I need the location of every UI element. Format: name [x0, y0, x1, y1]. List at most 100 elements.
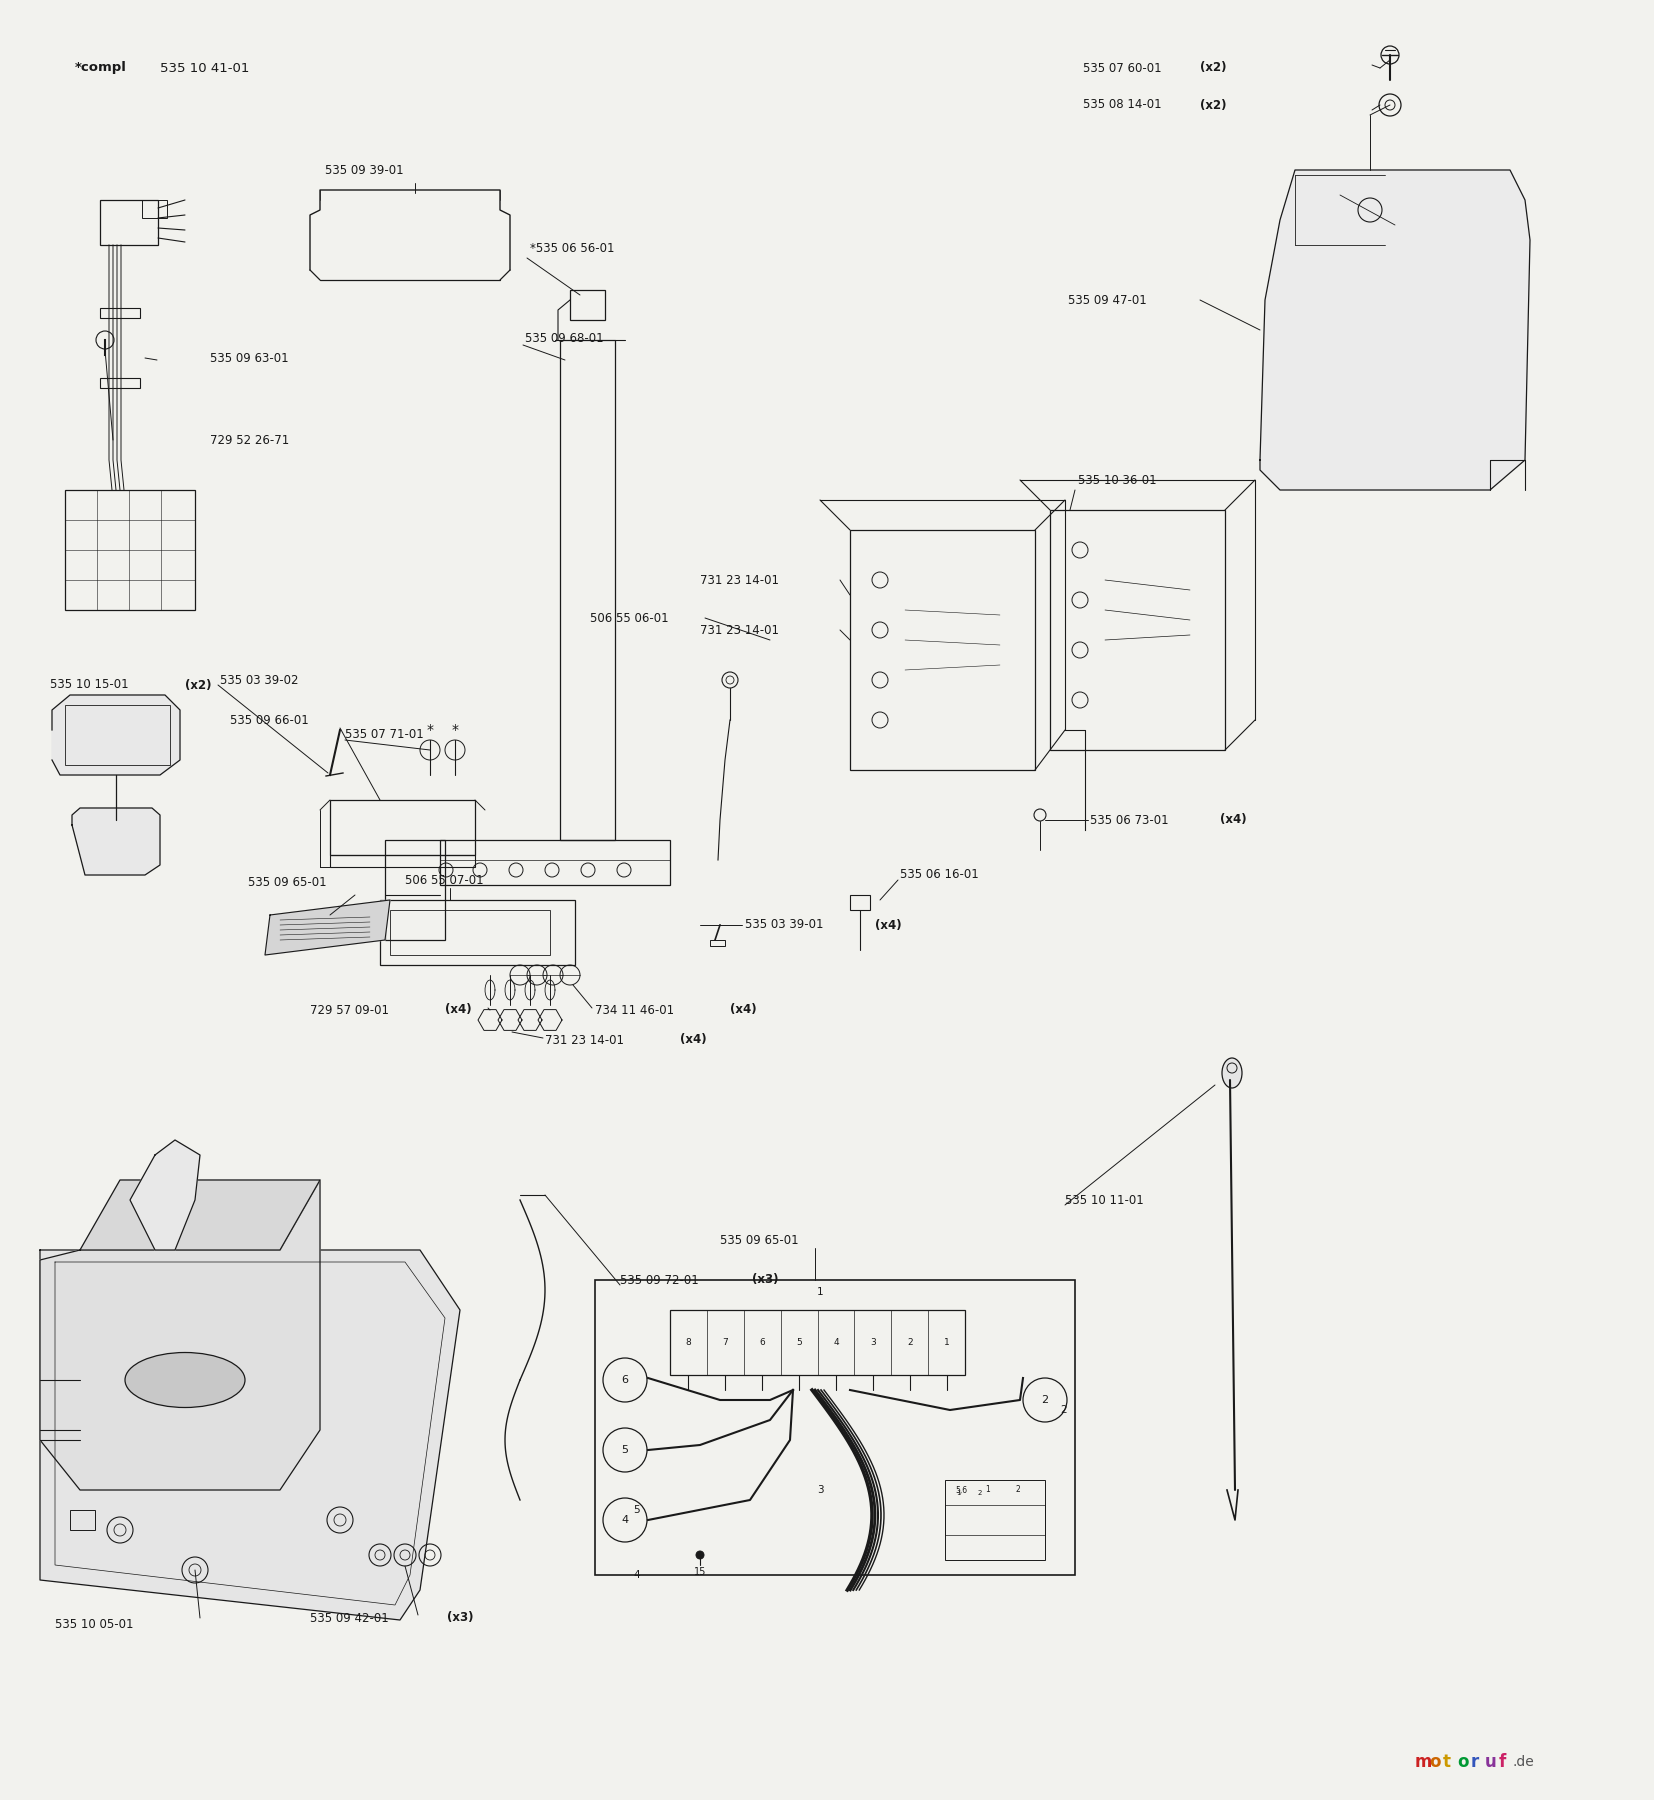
Bar — [571, 290, 605, 320]
Text: 1: 1 — [986, 1485, 989, 1494]
Text: 6: 6 — [759, 1337, 766, 1346]
Text: 5: 5 — [622, 1445, 629, 1454]
Text: *535 06 56-01: *535 06 56-01 — [529, 241, 615, 254]
Ellipse shape — [1222, 1058, 1242, 1087]
Bar — [331, 855, 475, 868]
Text: 4: 4 — [622, 1516, 629, 1525]
Bar — [380, 900, 576, 965]
Bar — [331, 799, 475, 855]
Text: 4: 4 — [633, 1570, 640, 1580]
Polygon shape — [131, 1139, 200, 1249]
Text: 535 10 11-01: 535 10 11-01 — [1065, 1193, 1145, 1206]
Text: .de: .de — [1513, 1755, 1535, 1769]
Text: 2: 2 — [1042, 1395, 1049, 1406]
Text: 1: 1 — [817, 1287, 824, 1298]
Bar — [99, 378, 141, 389]
Polygon shape — [265, 900, 390, 956]
Text: *compl: *compl — [74, 61, 127, 74]
Text: t: t — [1442, 1753, 1451, 1771]
Text: (x4): (x4) — [729, 1004, 756, 1017]
Polygon shape — [40, 1181, 319, 1490]
Text: 731 23 14-01: 731 23 14-01 — [700, 574, 779, 587]
Bar — [595, 1280, 1075, 1575]
Bar — [99, 200, 159, 245]
Text: 506 55 07-01: 506 55 07-01 — [405, 873, 483, 887]
Text: 535 09 68-01: 535 09 68-01 — [524, 331, 604, 344]
Text: o: o — [1457, 1753, 1469, 1771]
Text: 535 09 39-01: 535 09 39-01 — [324, 164, 404, 176]
Text: o: o — [1429, 1753, 1441, 1771]
Text: 535 09 47-01: 535 09 47-01 — [1068, 293, 1146, 306]
Circle shape — [696, 1552, 705, 1559]
Text: 535 09 42-01: 535 09 42-01 — [309, 1611, 392, 1624]
Bar — [69, 1510, 94, 1530]
Text: 729 57 09-01: 729 57 09-01 — [309, 1004, 389, 1017]
Bar — [390, 911, 551, 956]
Text: r: r — [1470, 1753, 1479, 1771]
Text: 2: 2 — [1016, 1485, 1021, 1494]
Text: (x3): (x3) — [447, 1611, 473, 1624]
Text: 731 23 14-01: 731 23 14-01 — [546, 1033, 624, 1046]
Text: *: * — [427, 724, 433, 736]
Bar — [65, 706, 170, 765]
Polygon shape — [51, 695, 180, 776]
Text: 731 23 14-01: 731 23 14-01 — [700, 623, 779, 637]
Text: 535 08 14-01: 535 08 14-01 — [1083, 99, 1166, 112]
Text: 5: 5 — [796, 1337, 802, 1346]
Text: 535 10 05-01: 535 10 05-01 — [55, 1618, 134, 1631]
Text: 1: 1 — [956, 1490, 961, 1496]
Polygon shape — [79, 1181, 319, 1249]
Text: f: f — [1499, 1753, 1507, 1771]
Bar — [65, 490, 195, 610]
Polygon shape — [40, 1249, 460, 1620]
Text: 2: 2 — [1060, 1406, 1067, 1415]
Text: 535 09 63-01: 535 09 63-01 — [210, 351, 289, 364]
Text: (x2): (x2) — [1201, 99, 1227, 112]
Text: 2: 2 — [906, 1337, 913, 1346]
Text: 4: 4 — [834, 1337, 839, 1346]
Text: 5: 5 — [633, 1505, 640, 1516]
Bar — [944, 1505, 1045, 1535]
Text: m: m — [1416, 1753, 1432, 1771]
Text: 7: 7 — [723, 1337, 728, 1346]
Text: u: u — [1485, 1753, 1497, 1771]
Bar — [850, 529, 1035, 770]
Text: (x4): (x4) — [680, 1033, 706, 1046]
Bar — [1050, 509, 1226, 751]
Text: 535 10 36-01: 535 10 36-01 — [1078, 473, 1156, 486]
Text: 729 52 26-71: 729 52 26-71 — [210, 434, 289, 446]
Bar — [99, 308, 141, 319]
Text: *: * — [452, 724, 458, 736]
Text: (x4): (x4) — [1221, 814, 1247, 826]
Polygon shape — [1260, 169, 1530, 490]
Bar — [561, 340, 615, 841]
Bar — [850, 895, 870, 911]
Text: 535 06 73-01: 535 06 73-01 — [1090, 814, 1169, 826]
Text: 506 55 06-01: 506 55 06-01 — [590, 612, 668, 625]
Text: 535 07 71-01: 535 07 71-01 — [346, 729, 423, 742]
Ellipse shape — [126, 1352, 245, 1408]
Text: 734 11 46-01: 734 11 46-01 — [595, 1004, 675, 1017]
Text: 535 03 39-01: 535 03 39-01 — [744, 918, 824, 932]
Text: 535 10 15-01: 535 10 15-01 — [50, 679, 132, 691]
Bar — [440, 841, 670, 886]
Text: 535 10 41-01: 535 10 41-01 — [160, 61, 250, 74]
Text: 535 09 72-01: 535 09 72-01 — [620, 1274, 703, 1287]
Text: 3: 3 — [817, 1485, 824, 1496]
Text: (x4): (x4) — [875, 918, 901, 932]
Text: 2: 2 — [978, 1490, 982, 1496]
Text: (x4): (x4) — [445, 1004, 471, 1017]
Text: (x2): (x2) — [185, 679, 212, 691]
Text: (x3): (x3) — [753, 1274, 779, 1287]
Polygon shape — [73, 808, 160, 875]
Text: 5,6: 5,6 — [954, 1485, 968, 1494]
Text: 535 09 65-01: 535 09 65-01 — [248, 875, 326, 889]
Text: 1: 1 — [944, 1337, 949, 1346]
Text: 535 09 65-01: 535 09 65-01 — [719, 1233, 799, 1246]
Bar — [142, 200, 167, 218]
Text: 3: 3 — [870, 1337, 875, 1346]
Text: 535 09 66-01: 535 09 66-01 — [230, 713, 309, 727]
Bar — [944, 1480, 1045, 1561]
Text: 535 03 39-02: 535 03 39-02 — [220, 673, 298, 686]
Text: 8: 8 — [685, 1337, 691, 1346]
